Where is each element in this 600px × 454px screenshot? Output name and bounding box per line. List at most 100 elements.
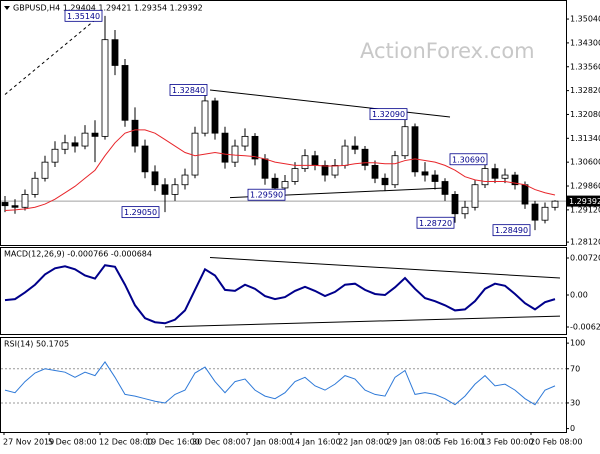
candle-body [31, 177, 39, 195]
candle-body [141, 145, 149, 173]
candle-body [91, 132, 99, 137]
candle-body [351, 145, 359, 150]
candle-body [321, 164, 329, 176]
candle-body [201, 100, 209, 134]
candle-body [391, 155, 399, 186]
x-tick-label: 20 Feb 08:00 [530, 438, 582, 447]
y-tick-label: 1.30600 [570, 158, 600, 167]
candle-body [401, 126, 409, 157]
last-price-box [567, 195, 600, 207]
candle-body [421, 171, 429, 176]
annotation-box [449, 153, 488, 166]
candle-body [531, 203, 539, 221]
annotation-label: 1.28490 [495, 226, 528, 235]
candle-body [471, 184, 479, 208]
y-tick-label: 1.29120 [570, 205, 600, 214]
annotation-label: 1.30690 [452, 155, 485, 164]
candle-body [311, 155, 319, 166]
annotation-label: 1.32090 [372, 110, 405, 119]
candle-body [291, 168, 299, 182]
y-tick-label: 1.32820 [570, 86, 600, 95]
y-tick-label: 30 [570, 398, 580, 407]
watermark: ActionForex.com [360, 39, 535, 63]
annotation-label: 1.29590 [250, 191, 283, 200]
candle-body [261, 158, 269, 179]
trendline [209, 89, 451, 118]
y-tick-label: -0.006229 [570, 323, 600, 332]
candle-body [341, 145, 349, 166]
candle-body [431, 174, 439, 182]
last-price-label: 1.29392 [569, 197, 600, 206]
candle-body [461, 206, 469, 215]
y-tick-label: 0.007201 [570, 254, 600, 263]
candle-body [521, 184, 529, 205]
macd-line [4, 264, 556, 325]
annotation-box [416, 216, 455, 229]
price-title: GBPUSD,H4 1.29404 1.29421 1.29354 1.2939… [13, 4, 203, 13]
y-tick-label: 1.34300 [570, 38, 600, 47]
candle-body [331, 164, 339, 176]
x-tick-label: 7 Jan 08:00 [246, 438, 292, 447]
x-tick-label: 27 Nov 2019 [3, 438, 54, 447]
candle-body [1, 202, 9, 207]
y-tick-label: 1.29860 [570, 182, 600, 191]
price-panel [0, 0, 567, 246]
candle-body [111, 39, 119, 66]
annotation-box [121, 206, 160, 219]
trendline [209, 257, 561, 279]
candle-body [101, 39, 109, 137]
candle-body [381, 177, 389, 186]
rsi-title: RSI(14) 50.1705 [4, 340, 69, 349]
y-tick-label: 1.31340 [570, 134, 600, 143]
candle-body [71, 142, 79, 147]
annotation-box [64, 9, 103, 22]
y-tick-label: 0.00 [570, 291, 588, 300]
candle-body [501, 174, 509, 179]
x-tick-label: 30 Dec 08:00 [192, 438, 246, 447]
candle-body [551, 200, 559, 208]
annotation-label: 1.28720 [419, 219, 452, 228]
candle-body [491, 168, 499, 179]
candle-body [451, 193, 459, 215]
candle-body [511, 174, 519, 186]
trendline [4, 15, 101, 95]
x-tick-label: 19 Dec 16:00 [146, 438, 200, 447]
macd-title: MACD(12,26,9) -0.000766 -0.000684 [4, 250, 152, 259]
candle-body [371, 164, 379, 179]
candle-body [151, 171, 159, 186]
x-tick-label: 14 Jan 16:00 [290, 438, 341, 447]
x-tick-label: 12 Dec 08:00 [99, 438, 153, 447]
rsi-panel [0, 337, 567, 433]
candle-body [281, 181, 289, 189]
annotation-label: 1.32840 [172, 86, 205, 95]
candle-body [441, 181, 449, 195]
x-tick-label: 29 Jan 08:00 [387, 438, 438, 447]
candle-body [241, 135, 249, 147]
moving-average [4, 129, 556, 212]
candle-body [411, 126, 419, 173]
candle-body [541, 206, 549, 221]
annotation-label: 1.35140 [67, 12, 100, 21]
y-tick-label: 1.28120 [570, 238, 600, 247]
candle-body [361, 148, 369, 166]
candle-body [221, 132, 229, 163]
candle-body [41, 161, 49, 179]
rsi-line [4, 361, 556, 406]
annotation-box [492, 224, 531, 237]
candle-body [131, 119, 139, 147]
trendline [164, 315, 561, 328]
candle-body [171, 184, 179, 195]
candle-body [11, 205, 19, 208]
candle-body [181, 174, 189, 186]
x-tick-label: 13 Feb 00:00 [481, 438, 533, 447]
macd-panel [0, 247, 567, 335]
candle-body [271, 177, 279, 189]
candle-body [301, 155, 309, 170]
candle-body [231, 145, 239, 163]
y-tick-label: 100 [570, 339, 585, 348]
y-tick-label: 70 [570, 364, 580, 373]
y-tick-label: 1.32080 [570, 110, 600, 119]
candle-body [211, 100, 219, 134]
candle-body [121, 65, 129, 121]
